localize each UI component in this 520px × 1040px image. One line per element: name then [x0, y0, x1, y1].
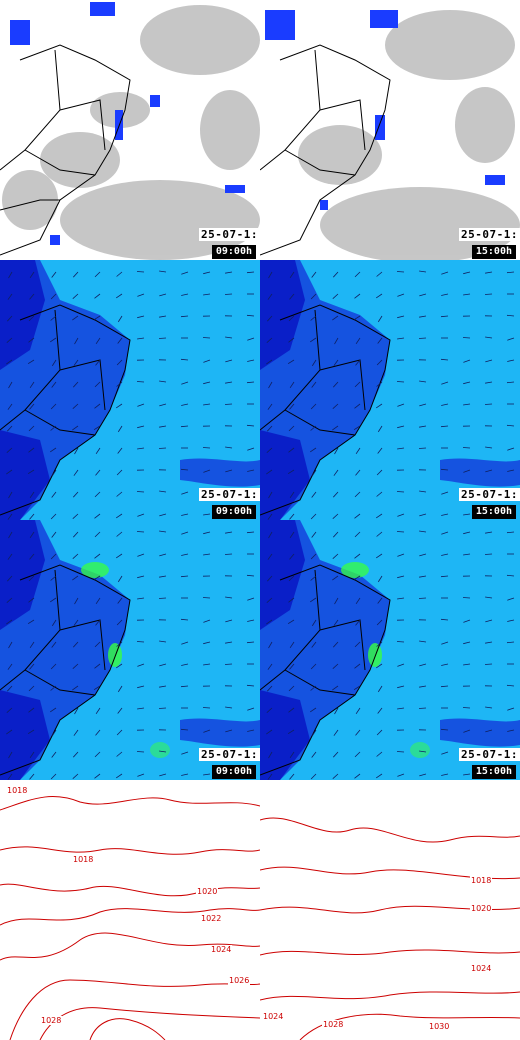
- isobar-label: 1028: [322, 1020, 345, 1029]
- satellite-panel-0900: 25-07-1: 09:00h: [0, 0, 260, 260]
- wind-map: [0, 520, 260, 780]
- isobar-map: [260, 780, 520, 1040]
- time-label: 09:00h: [211, 505, 256, 519]
- date-label: 25-07-1:: [459, 748, 520, 761]
- time-label: 15:00h: [471, 505, 516, 519]
- satellite-panel-1500: 25-07-1: 15:00h: [260, 0, 520, 260]
- isobar-label: 1028: [40, 1016, 63, 1025]
- date-label: 25-07-1:: [459, 488, 520, 501]
- isobar-label: 1030: [428, 1022, 451, 1031]
- date-label: 25-07-1:: [459, 228, 520, 241]
- isobar-label: 1024: [210, 945, 233, 954]
- date-label: 25-07-1:: [199, 488, 260, 501]
- time-label: 15:00h: [471, 765, 516, 779]
- time-label: 09:00h: [211, 245, 256, 259]
- wind-map: [0, 260, 260, 520]
- wind-map: [260, 520, 520, 780]
- wind-panel-level2-1500: 25-07-1: 15:00h: [260, 520, 520, 780]
- wind-map: [260, 260, 520, 520]
- satellite-map: [0, 0, 260, 260]
- wind-panel-level1-0900: 25-07-1: 09:00h: [0, 260, 260, 520]
- satellite-map: [260, 0, 520, 260]
- pressure-panel-1500: 1018 1020 1024 1024 1028 1030: [260, 780, 520, 1040]
- isobar-label: 1018: [470, 876, 493, 885]
- isobar-label: 1018: [72, 855, 95, 864]
- isobar-label: 1024: [470, 964, 493, 973]
- isobar-label: 1018: [6, 786, 29, 795]
- time-label: 15:00h: [471, 245, 516, 259]
- isobar-map: [0, 780, 260, 1040]
- isobar-label: 1026: [228, 976, 251, 985]
- pressure-panel-0900: 1018 1018 1020 1022 1024 1026 1028: [0, 780, 260, 1040]
- isobar-label: 1020: [196, 887, 219, 896]
- isobar-label: 1024: [262, 1012, 285, 1021]
- date-label: 25-07-1:: [199, 228, 260, 241]
- isobar-label: 1020: [470, 904, 493, 913]
- wind-panel-level1-1500: 25-07-1: 15:00h: [260, 260, 520, 520]
- time-label: 09:00h: [211, 765, 256, 779]
- date-label: 25-07-1:: [199, 748, 260, 761]
- wind-panel-level2-0900: 25-07-1: 09:00h: [0, 520, 260, 780]
- isobar-label: 1022: [200, 914, 223, 923]
